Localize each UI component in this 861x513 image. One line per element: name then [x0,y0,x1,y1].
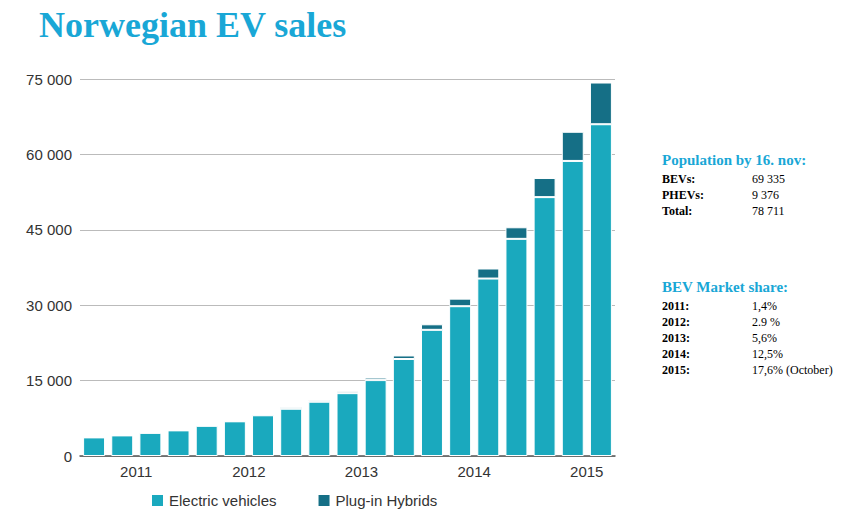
svg-text:9 376: 9 376 [752,188,779,202]
svg-text:17,6% (October): 17,6% (October) [752,363,833,377]
svg-text:69 335: 69 335 [752,172,785,186]
svg-text:2014:: 2014: [662,347,690,361]
svg-text:30 000: 30 000 [26,297,72,314]
svg-text:78 711: 78 711 [752,204,785,218]
svg-text:2015:: 2015: [662,363,690,377]
svg-text:Norwegian EV sales: Norwegian EV sales [39,5,346,45]
svg-text:2014: 2014 [457,463,490,480]
svg-text:12,5%: 12,5% [752,347,783,361]
svg-text:60 000: 60 000 [26,146,72,163]
svg-text:2013:: 2013: [662,331,690,345]
svg-text:1,4%: 1,4% [752,299,777,313]
svg-text:2.9 %: 2.9 % [752,315,780,329]
svg-text:2013: 2013 [345,463,378,480]
svg-text:BEV Market share:: BEV Market share: [662,279,788,295]
svg-text:Electric vehicles: Electric vehicles [169,492,277,509]
svg-text:15 000: 15 000 [26,372,72,389]
svg-text:2015: 2015 [570,463,603,480]
svg-text:PHEVs:: PHEVs: [662,188,704,202]
svg-text:75 000: 75 000 [26,71,72,88]
svg-text:2011: 2011 [120,463,152,480]
svg-text:0: 0 [64,448,72,465]
svg-text:45 000: 45 000 [26,221,72,238]
svg-text:Population by 16. nov:: Population by 16. nov: [662,152,806,168]
svg-text:2011:: 2011: [662,299,689,313]
svg-text:Plug-in Hybrids: Plug-in Hybrids [336,492,438,509]
svg-text:Total:: Total: [662,204,692,218]
svg-text:5,6%: 5,6% [752,331,777,345]
svg-text:BEVs:: BEVs: [662,172,695,186]
svg-text:2012:: 2012: [662,315,690,329]
svg-text:2012: 2012 [232,463,265,480]
